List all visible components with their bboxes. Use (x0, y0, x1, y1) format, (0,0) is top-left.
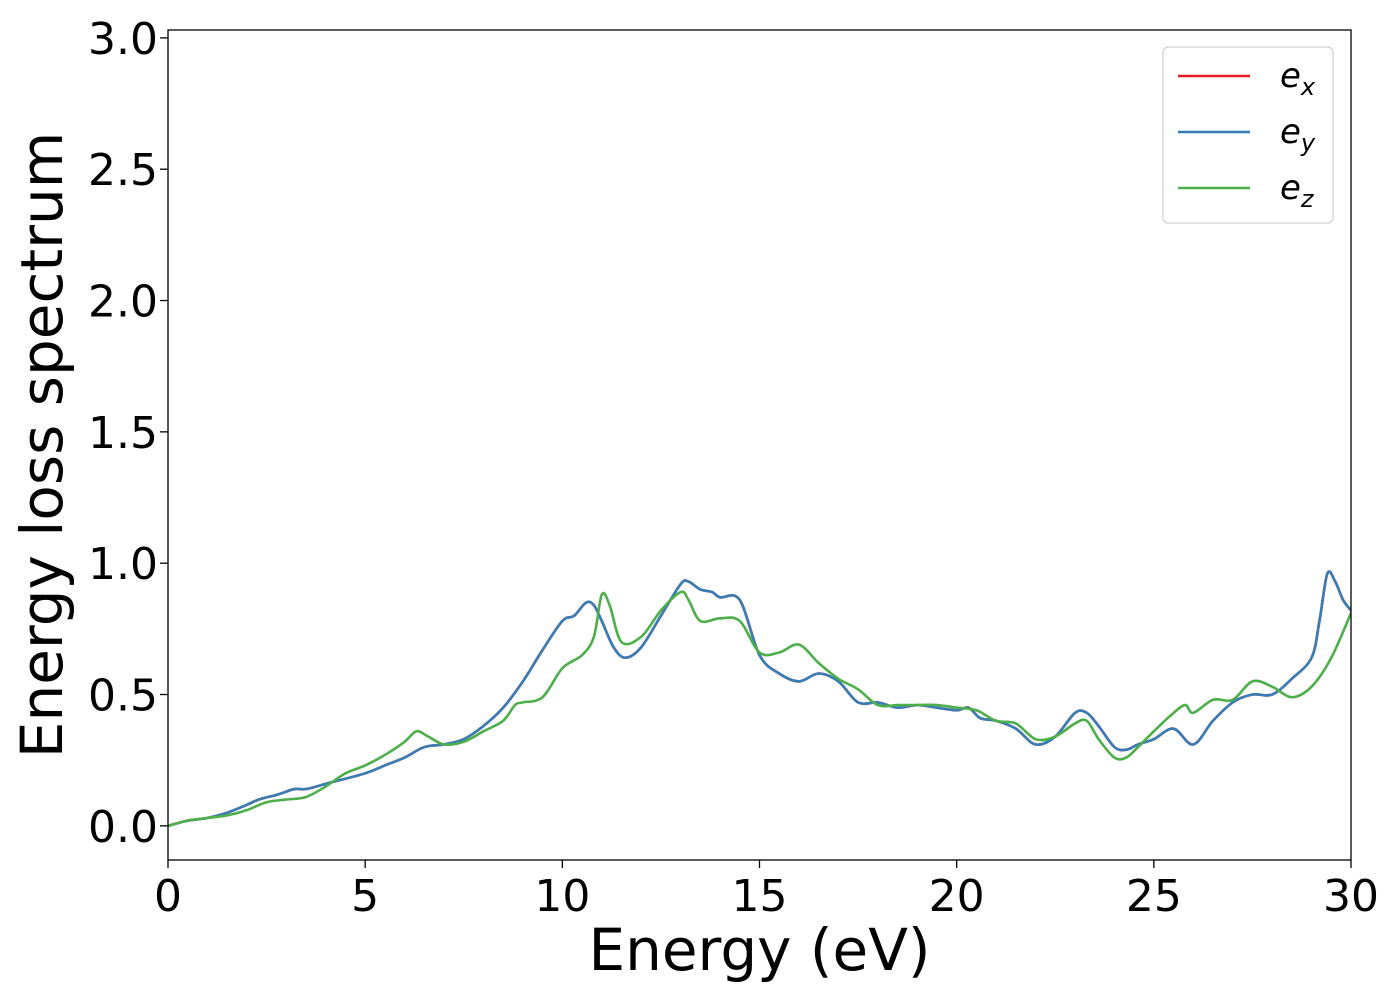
x-tick-label: 30 (1323, 871, 1379, 922)
series-line-e-z (168, 590, 1351, 828)
legend-entry-e-y: ey (1178, 112, 1316, 157)
x-tick-label: 25 (1126, 871, 1182, 922)
y-axis-title: Energy loss spectrum (8, 132, 76, 758)
legend: ex ey ez (1162, 46, 1334, 224)
legend-entry-e-z: ez (1178, 168, 1315, 213)
series-layer (168, 570, 1351, 828)
y-tick-label: 2.0 (88, 277, 158, 328)
x-axis-title: Energy (eV) (588, 916, 930, 984)
legend-label: ey (1280, 112, 1316, 157)
x-tick-label: 10 (534, 871, 590, 922)
y-tick-label: 0.0 (88, 802, 158, 853)
series-line-e-x (168, 570, 1351, 828)
x-axis: 0 5 10 15 20 25 30 (154, 860, 1379, 922)
series-line-e-y (168, 570, 1351, 828)
legend-entry-e-x: ex (1178, 56, 1316, 101)
y-tick-label: 0.5 (88, 671, 158, 722)
y-tick-label: 1.5 (88, 408, 158, 459)
y-axis: 0.0 0.5 1.0 1.5 2.0 2.5 3.0 (88, 14, 168, 853)
x-tick-label: 5 (351, 871, 379, 922)
y-tick-label: 2.5 (88, 145, 158, 196)
y-tick-label: 3.0 (88, 14, 158, 65)
legend-label: ez (1280, 168, 1315, 213)
legend-box (1162, 46, 1334, 224)
x-tick-label: 15 (732, 871, 788, 922)
x-tick-label: 0 (154, 871, 182, 922)
legend-label: ex (1280, 56, 1316, 101)
y-tick-label: 1.0 (88, 539, 158, 590)
x-tick-label: 20 (929, 871, 985, 922)
